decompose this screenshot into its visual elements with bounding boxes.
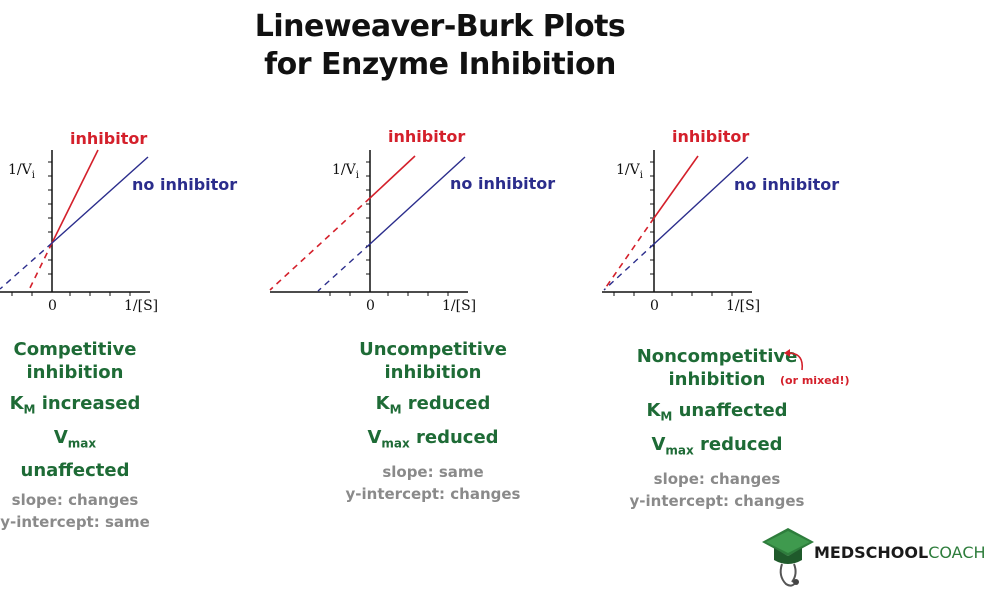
km-effect: KM unaffected (646, 400, 788, 424)
no-inhibitor-line (51, 156, 149, 244)
inhibitor-extrapolation (269, 197, 371, 291)
mixed-note: (or mixed!) (780, 374, 850, 387)
description-uncompetitive: Uncompetitive inhibition KM reduced Vmax … (328, 338, 538, 505)
curved-arrow-icon (784, 349, 804, 371)
brand-name: MEDSCHOOLCOACH (814, 543, 986, 562)
intercept-effect: y-intercept: same (0, 513, 150, 532)
intercept-effect: y-intercept: changes (629, 492, 805, 511)
no-inhibitor-line (369, 156, 466, 245)
no-inhibitor-extrapolation (603, 243, 655, 291)
plot-uncompetitive: 1/Vi 0 1/[S] inhibitor no inhibitor (269, 127, 555, 314)
y-ticks (650, 161, 654, 275)
plot-noncompetitive: 1/Vi 0 1/[S] inhibitor no inhibitor (602, 127, 839, 314)
inhibitor-line (653, 155, 699, 219)
vmax-effect: Vmax reduced (651, 433, 783, 458)
km-effect: KM increased (9, 393, 141, 417)
y-axis-label: 1/Vi (616, 162, 643, 181)
no-inhibitor-label: no inhibitor (450, 174, 555, 193)
no-inhibitor-extrapolation (0, 242, 53, 290)
slope-effect: slope: changes (11, 491, 139, 510)
slope-effect: slope: same (382, 463, 484, 482)
origin-label: 0 (650, 298, 659, 314)
intercept-effect: y-intercept: changes (345, 485, 521, 504)
no-inhibitor-label: no inhibitor (734, 175, 839, 194)
x-ticks (329, 292, 449, 296)
km-effect: KM reduced (375, 393, 491, 417)
y-axis-label: 1/Vi (8, 162, 35, 181)
y-ticks (366, 161, 370, 275)
x-axis-label: 1/[S] (726, 298, 760, 314)
title-line-2: for Enzyme Inhibition (264, 47, 616, 82)
x-ticks (11, 292, 131, 296)
no-inhibitor-line (653, 156, 749, 245)
title-line-1: Lineweaver-Burk Plots (254, 9, 626, 44)
no-inhibitor-extrapolation (317, 243, 371, 292)
x-axis-label: 1/[S] (124, 298, 158, 314)
inhibitor-extrapolation (27, 242, 53, 293)
origin-label: 0 (366, 298, 375, 314)
description-competitive: Competitive inhibition KM increased Vmax … (0, 338, 150, 533)
inhibitor-line (51, 149, 99, 244)
inhibitor-extrapolation (603, 217, 655, 291)
x-axis-label: 1/[S] (442, 298, 476, 314)
graduation-cap-logo-icon (762, 528, 814, 587)
plot-competitive: 1/Vi 0 1/[S] inhibitor no inhibitor (0, 129, 237, 314)
y-axis-label: 1/Vi (332, 162, 359, 181)
no-inhibitor-label: no inhibitor (132, 175, 237, 194)
inhibitor-label: inhibitor (70, 129, 147, 148)
slope-effect: slope: changes (653, 470, 781, 489)
inhibitor-label: inhibitor (388, 127, 465, 146)
inhibition-title: Noncompetitive inhibition (636, 346, 798, 390)
origin-label: 0 (48, 298, 57, 314)
inhibition-title: Competitive inhibition (13, 339, 137, 383)
description-noncompetitive: Noncompetitive inhibition KM unaffected V… (612, 345, 822, 512)
inhibitor-line (369, 155, 416, 199)
inhibition-title: Uncompetitive inhibition (359, 339, 507, 383)
page-title: Lineweaver-Burk Plots for Enzyme Inhibit… (240, 8, 640, 84)
vmax-effect: Vmax reduced (367, 426, 499, 451)
inhibitor-label: inhibitor (672, 127, 749, 146)
vmax-effect: Vmax unaffected (20, 426, 130, 482)
x-ticks (613, 292, 733, 296)
